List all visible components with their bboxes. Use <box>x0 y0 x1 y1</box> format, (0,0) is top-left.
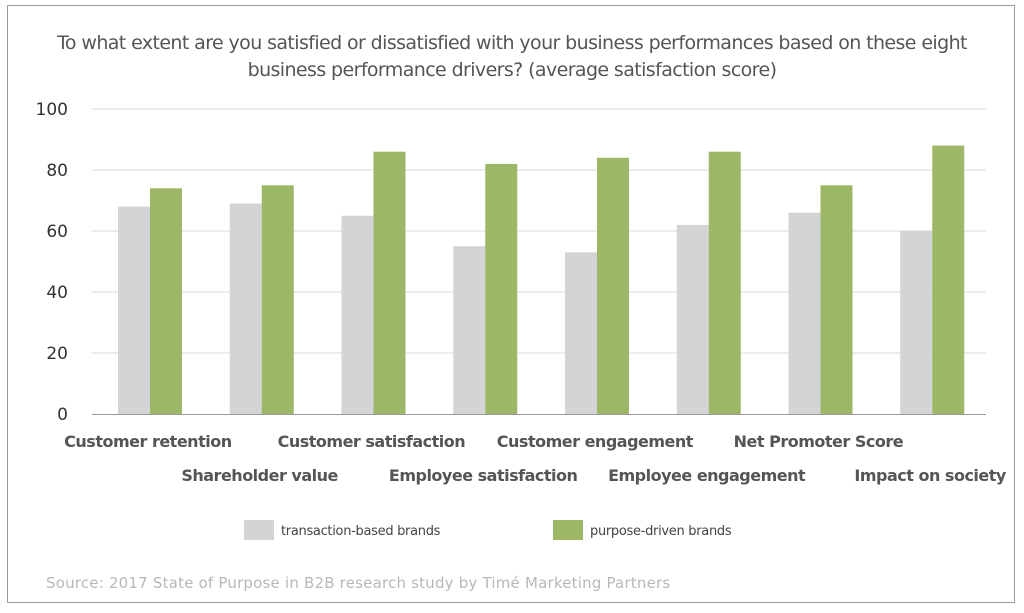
bars <box>118 145 965 415</box>
x-tick-label: Customer engagement <box>497 432 694 451</box>
y-axis: 0 20 40 60 80 100 <box>36 100 68 425</box>
x-tick-label: Net Promoter Score <box>734 432 904 451</box>
y-tick-label: 100 <box>36 100 68 120</box>
bar-transaction-3 <box>341 215 374 414</box>
bar-transaction-4 <box>453 246 486 414</box>
x-tick-label: Customer retention <box>64 432 232 451</box>
bar-transaction-6 <box>676 224 709 414</box>
bar-transaction-2 <box>229 203 262 414</box>
bar-purpose-8 <box>932 145 965 414</box>
bar-purpose-5 <box>597 157 629 415</box>
legend: transaction-based brands purpose-driven b… <box>244 520 732 540</box>
bar-transaction-5 <box>565 252 597 414</box>
bar-purpose-7 <box>820 185 853 414</box>
bar-purpose-4 <box>485 163 518 414</box>
bar-purpose-2 <box>261 185 294 414</box>
x-tick-label: Customer satisfaction <box>278 432 466 451</box>
x-tick-label: Shareholder value <box>181 466 338 485</box>
x-tick-label: Employee satisfaction <box>389 466 578 485</box>
y-tick-label: 20 <box>46 344 68 364</box>
y-tick-label: 40 <box>46 283 68 303</box>
source-note: Source: 2017 State of Purpose in B2B res… <box>46 574 671 592</box>
x-tick-label: Impact on society <box>854 466 1007 485</box>
y-tick-label: 0 <box>57 405 68 425</box>
y-tick-label: 80 <box>46 161 68 181</box>
x-tick-label: Employee engagement <box>608 466 806 485</box>
chart-title: To what extent are you satisfied or diss… <box>57 32 967 81</box>
legend-swatch <box>244 520 274 540</box>
bar-purpose-3 <box>373 151 406 414</box>
legend-swatch <box>553 520 583 540</box>
bar-purpose-1 <box>150 188 182 414</box>
legend-label: purpose-driven brands <box>590 524 732 539</box>
legend-label: transaction-based brands <box>281 524 441 539</box>
y-tick-label: 60 <box>46 222 68 242</box>
bar-transaction-8 <box>900 231 933 414</box>
bar-transaction-1 <box>118 206 150 414</box>
bar-purpose-6 <box>708 151 741 414</box>
bar-transaction-7 <box>788 212 821 414</box>
x-axis: Customer retention Shareholder value Custo… <box>64 414 1007 485</box>
